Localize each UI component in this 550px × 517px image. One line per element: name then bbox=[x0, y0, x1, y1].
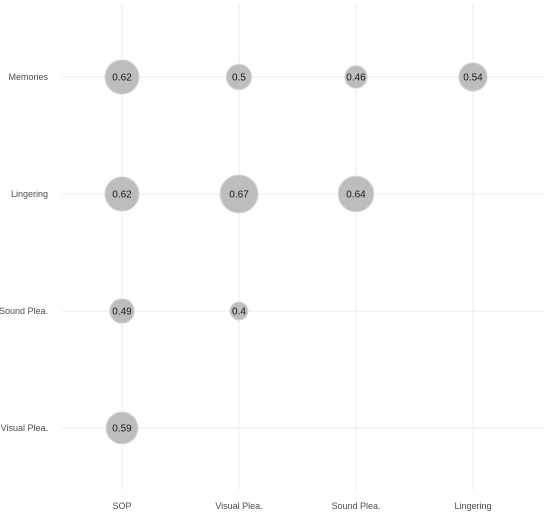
bubble-memories-sop bbox=[104, 59, 140, 95]
axis-tick-labels: SOP Visual Plea. Sound Plea. Lingering Visua… bbox=[0, 72, 492, 511]
bubble-label-sound-plea-sop: 0.49 bbox=[112, 307, 132, 318]
bubble-label-lingering-visual-plea: 0.67 bbox=[229, 190, 249, 201]
bubble-sound-plea-visual-plea bbox=[229, 301, 249, 321]
bubble-label-memories-sop: 0.62 bbox=[112, 73, 132, 84]
bubble-label-memories-sound-plea: 0.46 bbox=[346, 73, 366, 84]
bubble-lingering-visual-plea bbox=[219, 174, 259, 214]
y-tick-label-lingering: Lingering bbox=[11, 189, 48, 199]
bubble-memories-sound-plea bbox=[344, 65, 368, 89]
bubble-label-visual-plea-sop: 0.59 bbox=[112, 424, 132, 435]
x-tick-label-sop: SOP bbox=[112, 501, 131, 511]
bubble-memories-lingering bbox=[458, 62, 488, 92]
bubble-sound-plea-sop bbox=[109, 298, 135, 324]
bubble-label-memories-lingering: 0.54 bbox=[463, 73, 483, 84]
bubble-memories-visual-plea bbox=[225, 63, 253, 91]
bubble-label-sound-plea-visual-plea: 0.4 bbox=[232, 307, 246, 318]
bubble-lingering-sound-plea bbox=[337, 175, 375, 213]
y-tick-label-visual-plea: Visual Plea. bbox=[1, 423, 48, 433]
bubble-label-memories-visual-plea: 0.5 bbox=[232, 73, 246, 84]
y-tick-label-memories: Memories bbox=[8, 72, 48, 82]
bubbles: 0.62 0.5 0.46 0.54 0.62 0.67 0.64 0.49 0.4 0.59 bbox=[104, 59, 488, 445]
x-tick-label-visual-plea: Visual Plea. bbox=[215, 501, 262, 511]
x-tick-label-lingering: Lingering bbox=[454, 501, 491, 511]
y-tick-label-sound-plea: Sound Plea. bbox=[0, 306, 48, 316]
bubble-lingering-sop bbox=[104, 176, 140, 212]
bubble-visual-plea-sop bbox=[105, 411, 139, 445]
bubble-label-lingering-sound-plea: 0.64 bbox=[346, 190, 366, 201]
x-tick-label-sound-plea: Sound Plea. bbox=[331, 501, 380, 511]
bubble-label-lingering-sop: 0.62 bbox=[112, 190, 132, 201]
